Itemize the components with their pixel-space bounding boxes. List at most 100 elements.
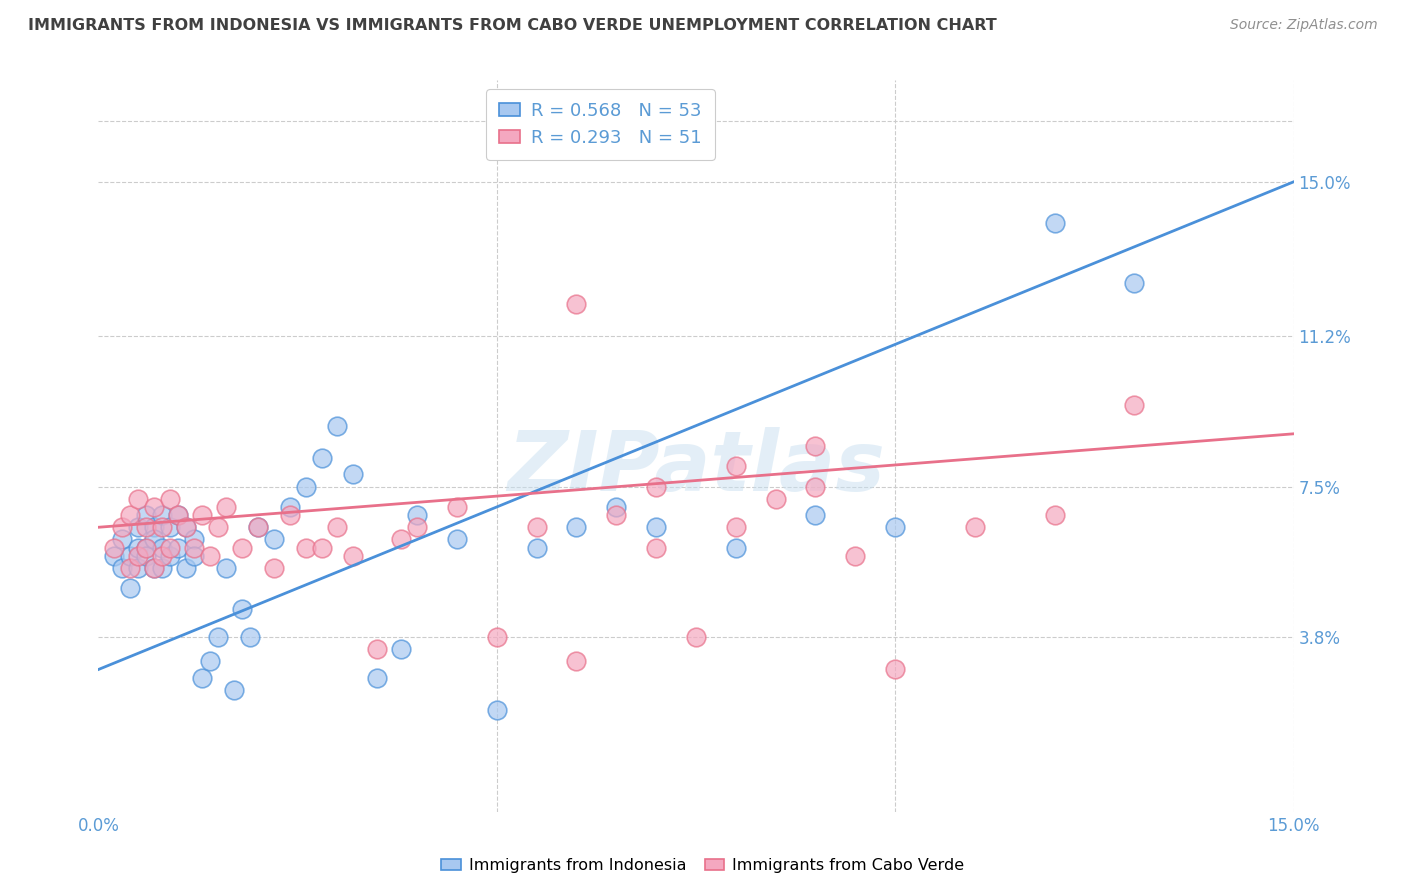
Point <box>342 467 364 482</box>
Legend: R = 0.568   N = 53, R = 0.293   N = 51: R = 0.568 N = 53, R = 0.293 N = 51 <box>486 89 714 160</box>
Point <box>231 541 253 555</box>
Point <box>605 500 627 514</box>
Point <box>191 671 214 685</box>
Point <box>167 508 190 522</box>
Point <box>135 549 157 563</box>
Point <box>804 439 827 453</box>
Point <box>239 630 262 644</box>
Point <box>159 491 181 506</box>
Point <box>963 520 986 534</box>
Point <box>143 520 166 534</box>
Point <box>278 508 301 522</box>
Point <box>183 533 205 547</box>
Point <box>406 520 429 534</box>
Point <box>111 533 134 547</box>
Point <box>446 500 468 514</box>
Point <box>174 561 197 575</box>
Legend: Immigrants from Indonesia, Immigrants from Cabo Verde: Immigrants from Indonesia, Immigrants fr… <box>434 852 972 880</box>
Point <box>884 663 907 677</box>
Point <box>150 508 173 522</box>
Point <box>294 541 316 555</box>
Point <box>844 549 866 563</box>
Point <box>143 500 166 514</box>
Point <box>645 480 668 494</box>
Point <box>565 520 588 534</box>
Point <box>884 520 907 534</box>
Point <box>765 491 787 506</box>
Point <box>311 541 333 555</box>
Point <box>1123 398 1146 412</box>
Point <box>120 581 142 595</box>
Point <box>485 703 508 717</box>
Point <box>605 508 627 522</box>
Point <box>231 601 253 615</box>
Point <box>198 654 221 668</box>
Point <box>135 541 157 555</box>
Point <box>366 671 388 685</box>
Point <box>389 642 412 657</box>
Point <box>215 500 238 514</box>
Point <box>111 520 134 534</box>
Point <box>246 520 269 534</box>
Point <box>127 520 149 534</box>
Point <box>143 561 166 575</box>
Point <box>111 561 134 575</box>
Point <box>198 549 221 563</box>
Point <box>526 520 548 534</box>
Point <box>150 541 173 555</box>
Point <box>804 480 827 494</box>
Point <box>446 533 468 547</box>
Point <box>565 297 588 311</box>
Point <box>1123 277 1146 291</box>
Point <box>183 549 205 563</box>
Point <box>389 533 412 547</box>
Point <box>565 654 588 668</box>
Point <box>207 630 229 644</box>
Point <box>278 500 301 514</box>
Point <box>406 508 429 522</box>
Point <box>127 541 149 555</box>
Point <box>120 549 142 563</box>
Point <box>159 549 181 563</box>
Point <box>263 533 285 547</box>
Point <box>207 520 229 534</box>
Point <box>159 541 181 555</box>
Point <box>167 508 190 522</box>
Point <box>645 541 668 555</box>
Point <box>485 630 508 644</box>
Point <box>263 561 285 575</box>
Point <box>1043 508 1066 522</box>
Point <box>167 541 190 555</box>
Point <box>159 520 181 534</box>
Point <box>645 520 668 534</box>
Point <box>366 642 388 657</box>
Point <box>150 520 173 534</box>
Point <box>526 541 548 555</box>
Point <box>191 508 214 522</box>
Point <box>1043 215 1066 229</box>
Point <box>326 520 349 534</box>
Point <box>183 541 205 555</box>
Point <box>143 561 166 575</box>
Point <box>342 549 364 563</box>
Text: ZIPatlas: ZIPatlas <box>508 427 884 508</box>
Text: Source: ZipAtlas.com: Source: ZipAtlas.com <box>1230 18 1378 32</box>
Point <box>222 682 245 697</box>
Point <box>724 541 747 555</box>
Point <box>103 541 125 555</box>
Point <box>150 549 173 563</box>
Point <box>724 459 747 474</box>
Point <box>804 508 827 522</box>
Point <box>135 508 157 522</box>
Point <box>150 561 173 575</box>
Point <box>120 561 142 575</box>
Point <box>174 520 197 534</box>
Point <box>311 451 333 466</box>
Point <box>215 561 238 575</box>
Point <box>120 508 142 522</box>
Point <box>294 480 316 494</box>
Point <box>135 520 157 534</box>
Text: IMMIGRANTS FROM INDONESIA VS IMMIGRANTS FROM CABO VERDE UNEMPLOYMENT CORRELATION: IMMIGRANTS FROM INDONESIA VS IMMIGRANTS … <box>28 18 997 33</box>
Point <box>127 549 149 563</box>
Point <box>724 520 747 534</box>
